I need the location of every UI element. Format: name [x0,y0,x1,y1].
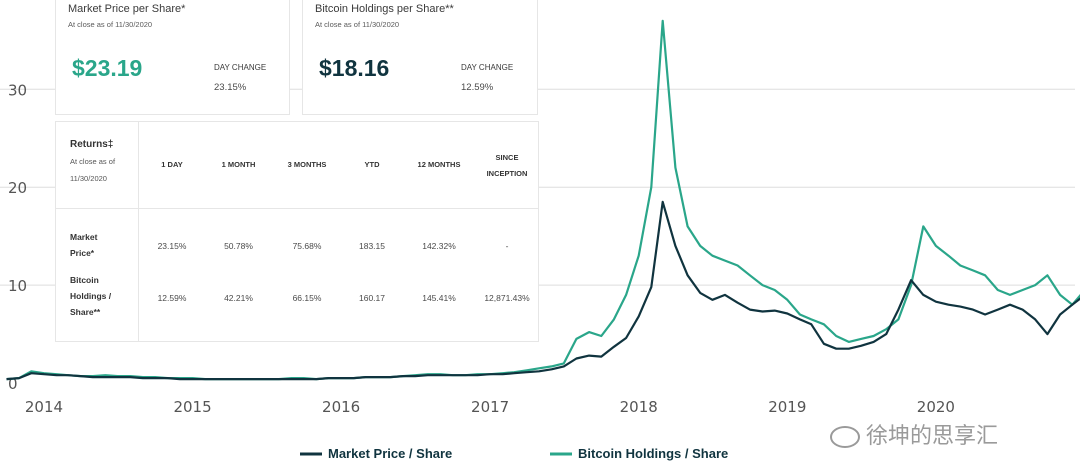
row-label-line: Holdings / [70,288,111,304]
table-cell: 145.41% [406,293,472,303]
market-price-day-change-label: DAY CHANGE [214,63,266,72]
x-tick-label: 2018 [620,398,658,416]
bitcoin-holdings-card-subtitle: At close as of 11/30/2020 [315,20,399,29]
table-cell: - [476,241,538,251]
bitcoin-holdings-day-change-label: DAY CHANGE [461,63,513,72]
row-label-line: Share** [70,304,111,320]
returns-title: Returns‡ [70,139,113,150]
watermark: 徐坤的思享汇 [830,418,998,450]
returns-table: Returns‡ At close as of 11/30/2020 1 DAY… [55,121,539,342]
x-tick-label: 2020 [917,398,955,416]
table-cell: 50.78% [206,241,271,251]
table-cell: 66.15% [276,293,338,303]
table-cell: 12,871.43% [476,293,538,303]
bitcoin-holdings-day-change-value: 12.59% [461,82,493,93]
watermark-text: 徐坤的思享汇 [866,424,998,449]
table-cell: 23.15% [142,241,202,251]
column-header-since-line1: SINCE [476,153,538,162]
y-tick-label: 30 [8,81,27,99]
table-cell: 183.15 [342,241,402,251]
table-cell: 12.59% [142,293,202,303]
chart-legend: Market Price / Share Bitcoin Holdings / … [300,446,820,462]
bitcoin-holdings-card-title: Bitcoin Holdings per Share** [315,3,454,15]
y-tick-label: 20 [8,179,27,197]
column-header: 1 MONTH [206,160,271,169]
row-label-line: Price* [70,245,97,261]
row-label-bitcoin-holdings: Bitcoin Holdings / Share** [70,272,111,320]
column-header: 1 DAY [142,160,202,169]
table-divider-horizontal [56,208,538,209]
table-cell: 75.68% [276,241,338,251]
returns-subtitle-line1: At close as of [70,157,115,166]
x-tick-label: 2019 [768,398,806,416]
chat-bubble-icon [830,426,860,448]
table-cell: 142.32% [406,241,472,251]
y-tick-label: 10 [8,277,27,295]
column-header: YTD [342,160,402,169]
table-divider-vertical [138,122,139,341]
table-cell: 160.17 [342,293,402,303]
market-price-value: $23.19 [72,55,142,82]
x-tick-label: 2016 [322,398,360,416]
table-cell: 42.21% [206,293,271,303]
column-header: 3 MONTHS [276,160,338,169]
x-tick-label: 2014 [25,398,63,416]
row-label-market-price: Market Price* [70,229,97,261]
market-price-card-subtitle: At close as of 11/30/2020 [68,20,152,29]
bitcoin-holdings-card: Bitcoin Holdings per Share** At close as… [302,0,538,115]
row-label-line: Market [70,229,97,245]
market-price-card-title: Market Price per Share* [68,3,185,15]
column-header: 12 MONTHS [406,160,472,169]
market-price-day-change-value: 23.15% [214,82,246,93]
x-tick-label: 2017 [471,398,509,416]
x-tick-label: 2015 [173,398,211,416]
returns-subtitle-line2: 11/30/2020 [70,174,107,183]
bitcoin-holdings-value: $18.16 [319,55,389,82]
market-price-card: Market Price per Share* At close as of 1… [55,0,290,115]
row-label-line: Bitcoin [70,272,111,288]
column-header-since-line2: INCEPTION [476,169,538,178]
